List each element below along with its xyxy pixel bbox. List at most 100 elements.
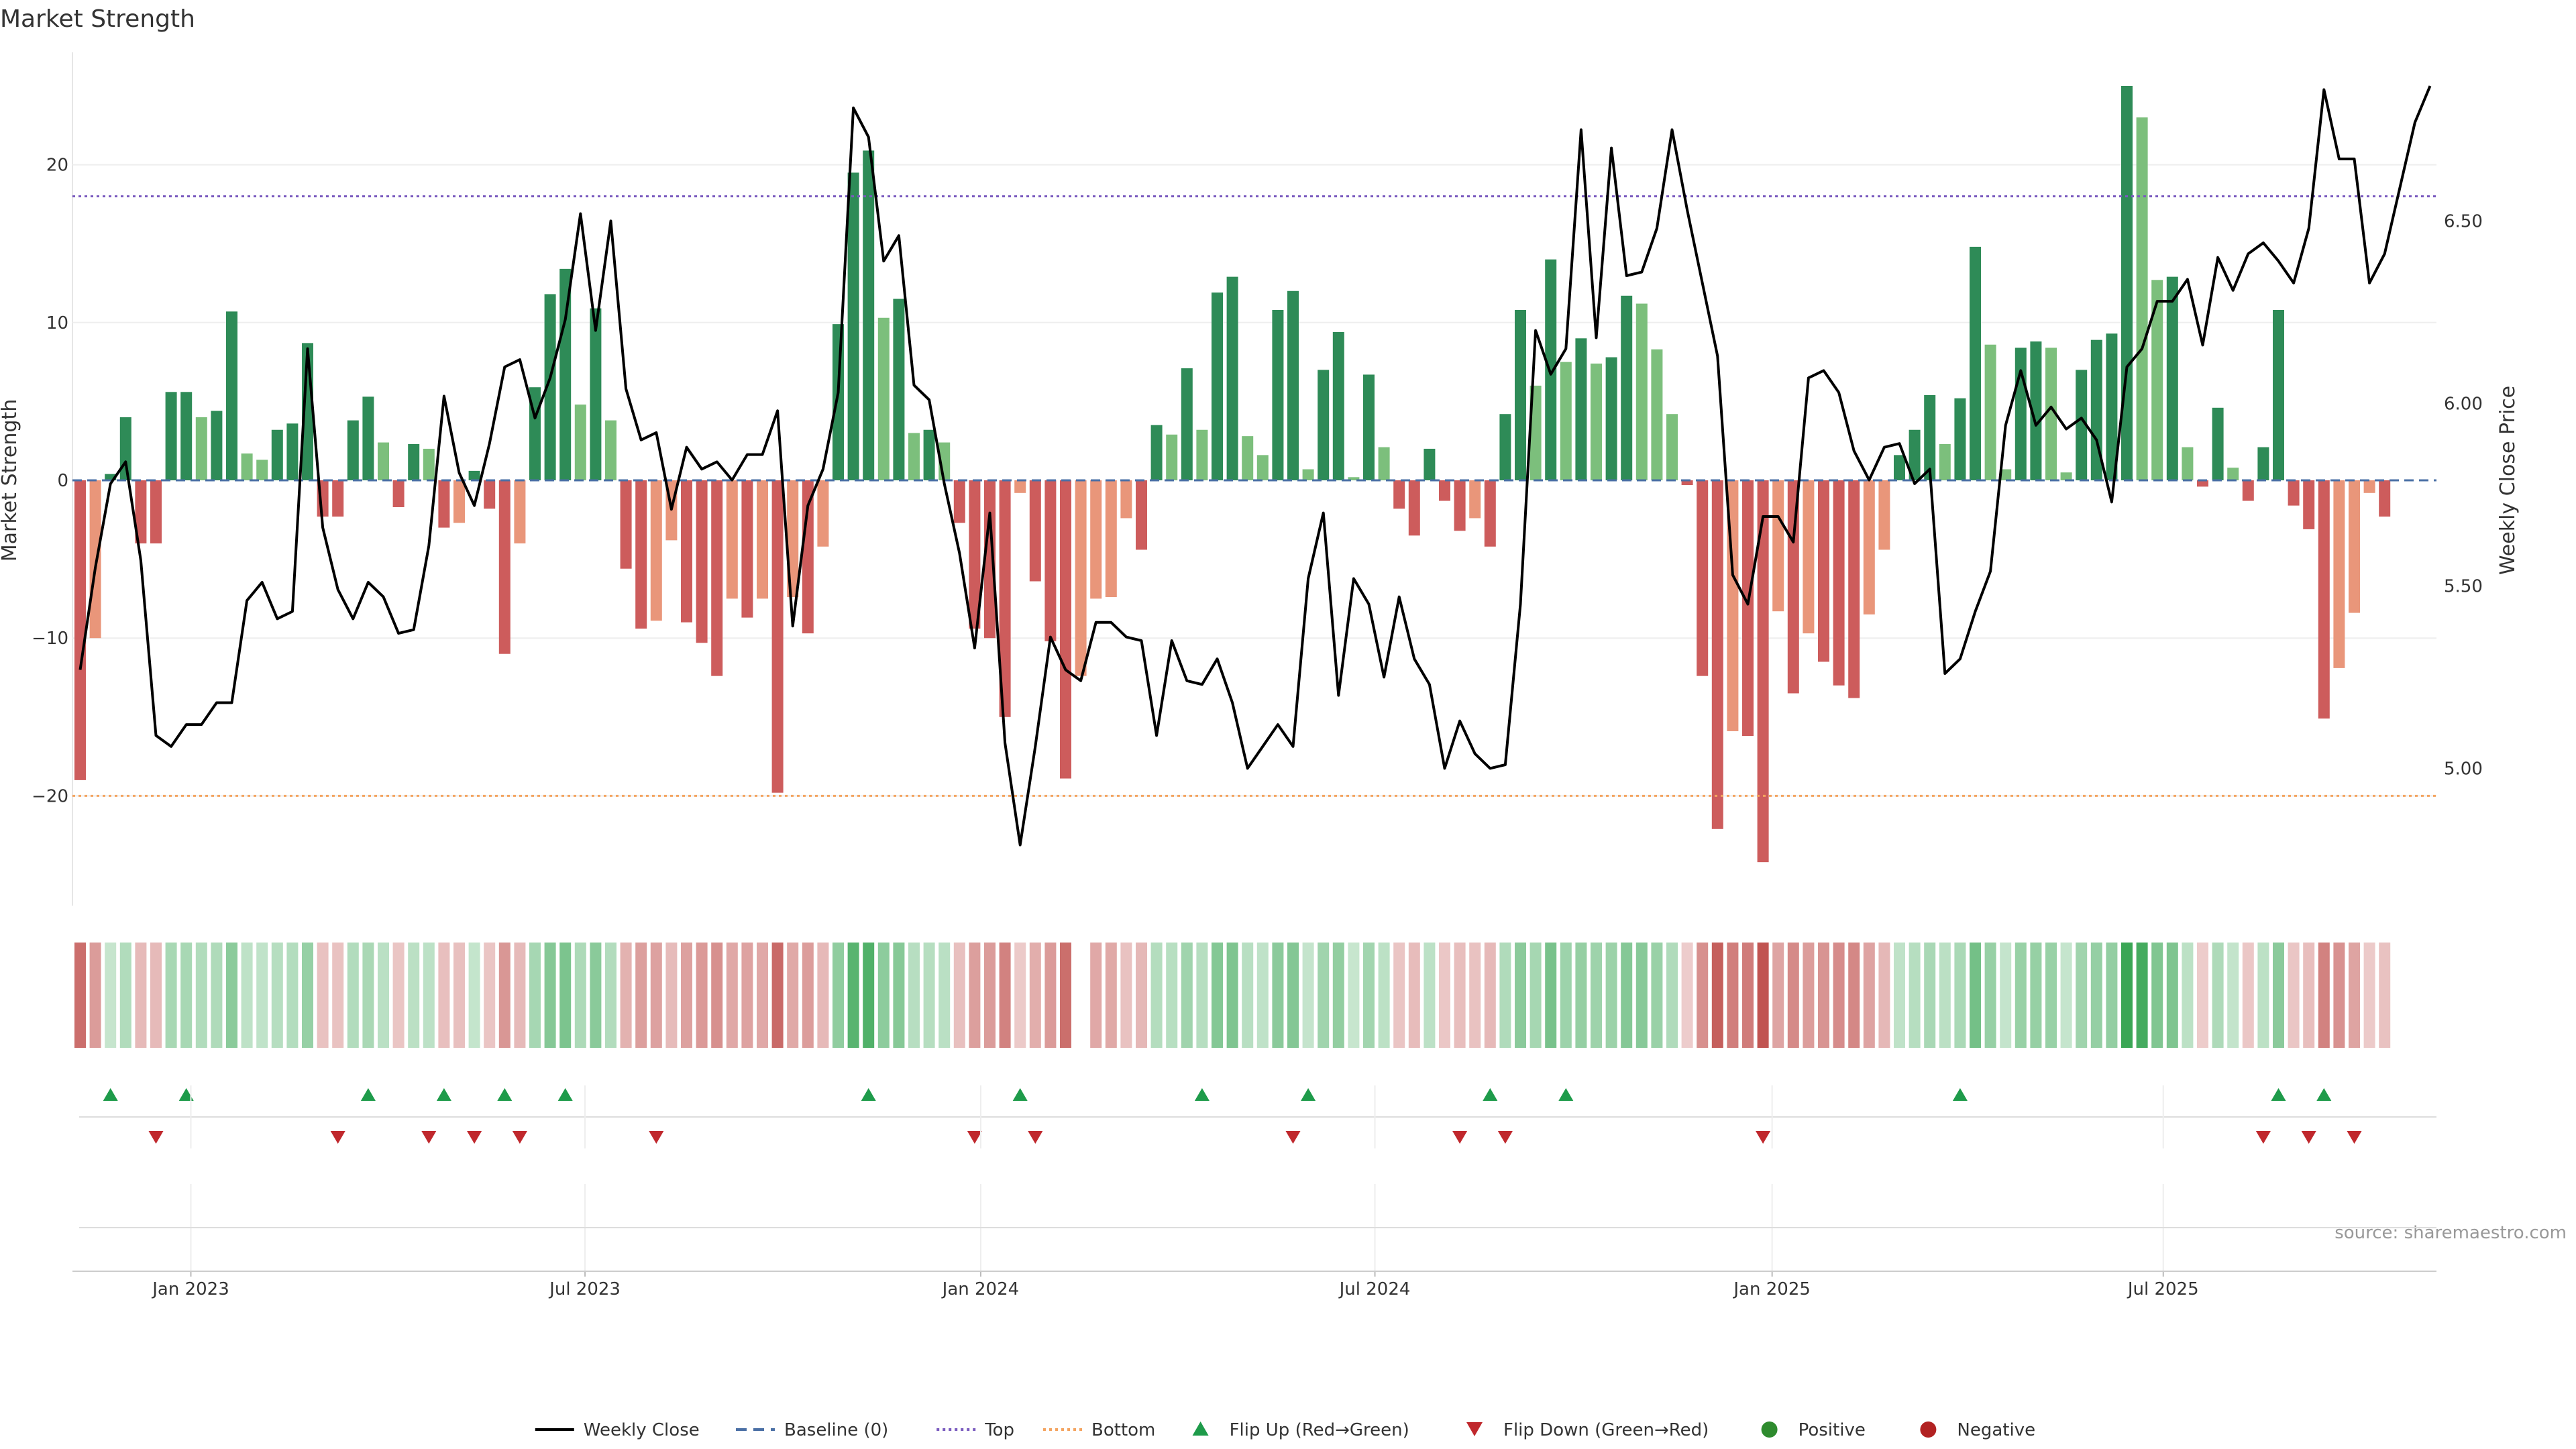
heat-cell	[1909, 943, 1921, 1048]
strength-bar	[362, 396, 374, 480]
strength-bar	[1833, 480, 1845, 686]
strength-bar	[2242, 480, 2254, 501]
strength-bar	[681, 480, 692, 623]
strength-bar	[1711, 480, 1723, 829]
legend-label: Flip Up (Red→Green)	[1230, 1420, 1409, 1440]
strength-bar	[286, 423, 299, 480]
strength-bar	[1424, 448, 1436, 480]
strength-bar	[2060, 472, 2072, 480]
heat-cell	[226, 943, 237, 1048]
strength-bar	[211, 411, 223, 480]
heat-cell	[1803, 943, 1815, 1048]
strength-bar	[2121, 86, 2133, 480]
heat-cell	[1605, 943, 1617, 1048]
flip-up-marker	[1194, 1088, 1210, 1101]
heat-cell	[2030, 943, 2042, 1048]
flip-down-marker	[148, 1131, 164, 1144]
heat-cell	[1984, 943, 1996, 1048]
strength-bar	[1878, 480, 1890, 550]
heat-cell	[757, 943, 768, 1048]
strength-bar	[984, 480, 996, 639]
heat-cell	[908, 943, 920, 1048]
heat-cell	[1363, 943, 1375, 1048]
heat-cell	[1318, 943, 1330, 1048]
strength-bar	[1984, 344, 1996, 480]
strength-bar	[620, 480, 632, 569]
flip-down-marker	[1756, 1131, 1771, 1144]
heat-cell	[999, 943, 1011, 1048]
heat-cell	[1621, 943, 1633, 1048]
strength-bar	[2076, 370, 2088, 480]
strength-bar	[544, 294, 556, 480]
heat-cell	[105, 943, 117, 1048]
legend-item: Baseline (0)	[736, 1420, 888, 1440]
strength-bar	[1363, 374, 1375, 480]
legend-item: Positive	[1761, 1420, 1866, 1440]
y-tick-label-right: 5.50	[2444, 576, 2483, 596]
heat-cell	[1818, 943, 1829, 1048]
heat-cell	[1939, 943, 1951, 1048]
strength-bar	[1499, 414, 1511, 480]
heat-cell	[1348, 943, 1360, 1048]
heat-cell	[1772, 943, 1784, 1048]
strength-bar	[392, 480, 405, 507]
heat-cell	[498, 943, 511, 1048]
strength-bar	[105, 474, 117, 480]
x-tick-label: Jul 2025	[2127, 1279, 2199, 1299]
heat-cell	[1651, 943, 1663, 1048]
strength-bar	[757, 480, 768, 599]
strength-bar	[711, 480, 723, 676]
strength-bar	[953, 480, 965, 523]
weekly-close-line	[78, 85, 2432, 847]
strength-bar	[1742, 480, 1754, 737]
heat-cell	[1727, 943, 1739, 1048]
y-axis-label-left: Market Strength	[0, 399, 21, 561]
heat-cell	[590, 943, 602, 1048]
flip-down-marker	[467, 1131, 482, 1144]
strength-bar	[771, 480, 784, 793]
legend: Weekly Close Baseline (0) Top Bottom Flip Up…	[535, 1420, 2035, 1440]
heat-cell	[1136, 943, 1147, 1048]
heat-cell	[1166, 943, 1178, 1048]
heat-cell	[195, 943, 207, 1048]
strength-bar	[2090, 339, 2102, 480]
strength-bar	[1666, 414, 1678, 480]
heat-cell	[2136, 943, 2148, 1048]
heat-cell	[1242, 943, 1254, 1048]
strength-bar	[332, 480, 344, 517]
heat-cell	[1302, 943, 1314, 1048]
strength-bar	[2379, 480, 2391, 517]
heat-cell	[2363, 943, 2375, 1048]
strength-bar	[1924, 394, 1936, 480]
heat-cell	[2288, 943, 2300, 1048]
flip-up-marker	[1952, 1088, 1968, 1101]
heat-cell	[165, 943, 177, 1048]
flip-up-marker	[1301, 1088, 1316, 1101]
strength-bar	[923, 429, 935, 480]
strength-bar	[1212, 292, 1223, 480]
heat-cell	[150, 943, 162, 1048]
heat-cell	[317, 943, 329, 1048]
heat-cell	[1424, 943, 1436, 1048]
heat-cell	[665, 943, 678, 1048]
strength-bar	[2030, 341, 2042, 480]
heat-cell	[1256, 943, 1269, 1048]
strength-bar	[893, 299, 905, 480]
strength-bar	[484, 480, 496, 509]
strength-bar	[726, 480, 738, 599]
flip-markers	[79, 1088, 2436, 1144]
strength-bar	[1090, 480, 1102, 599]
strength-bar	[969, 480, 981, 629]
flip-down-marker	[421, 1131, 437, 1144]
y-tick-label-left: 10	[46, 313, 68, 333]
legend-label: Negative	[1957, 1420, 2035, 1440]
strength-bar	[1287, 290, 1299, 480]
heat-cell	[1014, 943, 1026, 1048]
flip-down-marker	[1452, 1131, 1468, 1144]
heat-cell	[2242, 943, 2254, 1048]
strength-bar	[2303, 480, 2315, 529]
strength-bar	[2349, 480, 2360, 613]
heat-cell	[559, 943, 572, 1048]
heat-cell	[893, 943, 905, 1048]
heat-cell	[2121, 943, 2133, 1048]
